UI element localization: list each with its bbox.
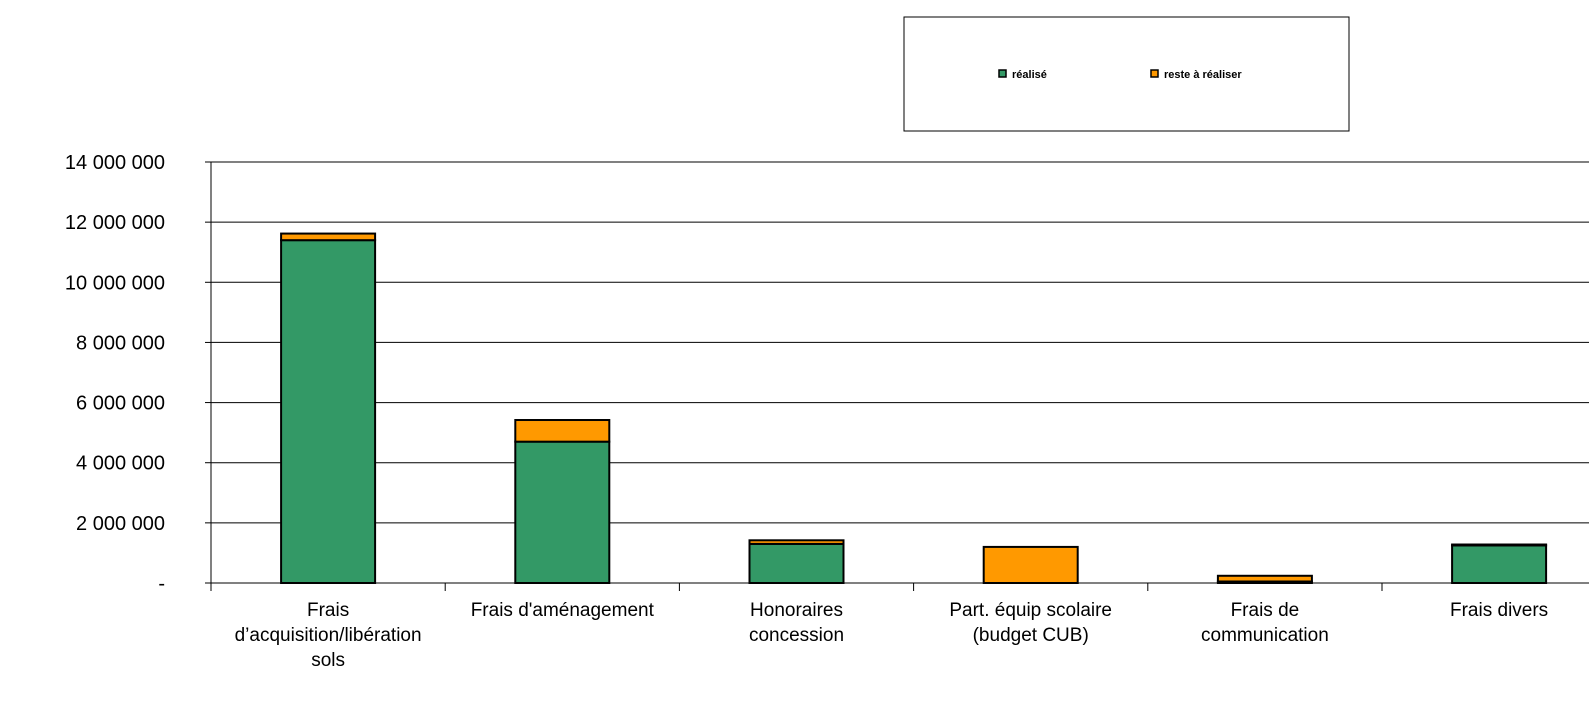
bars [280,232,1548,585]
bar-segment-realise [280,239,377,585]
legend-swatch [1150,69,1159,78]
y-tick-label: 4 000 000 [76,453,165,475]
bar-segment-reste [748,539,845,545]
x-category-label: concession [749,625,844,646]
x-category-label: Frais d'aménagement [471,600,655,621]
legend-box [903,16,1350,132]
x-category-label: d’acquisition/libération [235,625,422,646]
x-category-label: sols [311,650,345,671]
axes [210,162,1589,591]
x-category-label: communication [1201,625,1329,646]
legend-swatch [998,69,1007,78]
x-category-label: Frais divers [1450,600,1548,621]
y-tick-label: 2 000 000 [76,513,165,535]
bar-segment-reste [1216,574,1313,583]
legend-label: reste à réaliser [1164,69,1242,81]
bar-segment-realise [514,440,611,584]
y-tick-label: 10 000 000 [65,272,165,294]
y-tick-label: 14 000 000 [65,152,165,174]
legend: réalisé reste à réaliser [903,16,1350,132]
gridlines [211,161,1589,524]
bar-segment-reste [514,419,611,443]
y-tick-label: 12 000 000 [65,212,165,234]
y-tick-label: 8 000 000 [76,332,165,354]
y-axis-ticks: - 2 000 000 4 000 000 6 000 000 8 000 000 10 … [65,152,211,595]
bar-segment-reste [982,545,1079,585]
legend-label: réalisé [1012,69,1047,81]
y-tick-label: 6 000 000 [76,393,165,415]
bar-segment-reste [280,232,377,242]
x-category-label: Frais [307,600,349,621]
bar-segment-reste [1451,543,1548,547]
bar-segment-realise [1451,544,1548,584]
x-category-label: Honoraires [750,600,843,621]
x-axis-categories: Frais d’acquisition/libération sols Frais d… [235,600,1549,671]
x-category-label: Part. équip scolaire [949,600,1112,621]
x-category-label: (budget CUB) [973,625,1089,646]
y-tick-label: - [158,573,165,595]
x-category-label: Frais de [1231,600,1300,621]
bar-segment-realise [748,542,845,585]
